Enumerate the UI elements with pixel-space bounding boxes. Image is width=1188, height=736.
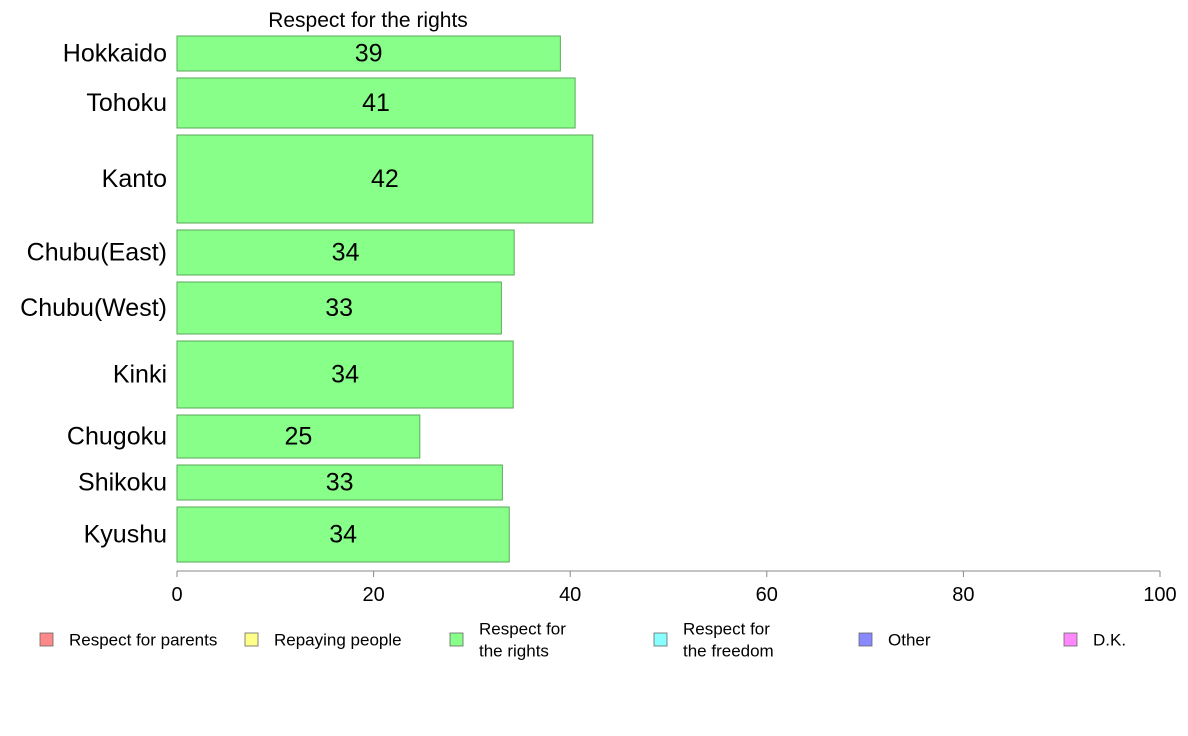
bars-group: Hokkaido 39 Tohoku 41 Kanto 42 Chubu(East) 34 Ch…: [20, 35, 594, 563]
legend-swatch: [244, 632, 259, 647]
legend-label: the rights: [479, 642, 549, 661]
legend-label: Repaying people: [274, 631, 402, 650]
bar-hokkaido: [176, 35, 561, 72]
x-tick-label: 20: [362, 584, 384, 606]
value-label: 34: [331, 361, 359, 389]
x-axis: 0 20 40 60 80 100: [171, 570, 1177, 606]
bar-chugoku: [176, 414, 421, 459]
value-label: 34: [332, 239, 360, 267]
category-label: Hokkaido: [63, 40, 167, 68]
legend-label: Respect for: [479, 620, 566, 639]
x-tick-label: 0: [171, 584, 182, 606]
bar-kyushu: [176, 506, 510, 563]
x-tick-label: 80: [952, 584, 974, 606]
category-label: Shikoku: [78, 469, 167, 497]
category-label: Tohoku: [86, 89, 167, 117]
x-tick-label: 60: [756, 584, 778, 606]
category-label: Kyushu: [84, 521, 167, 549]
legend-swatch: [653, 632, 668, 647]
category-label: Chubu(East): [27, 239, 167, 267]
value-label: 42: [371, 165, 399, 193]
bar-kinki: [176, 340, 514, 409]
legend-swatch: [1063, 632, 1078, 647]
chart-title: Respect for the rights: [268, 9, 468, 32]
bar-kanto: [176, 134, 594, 224]
x-tick-label: 100: [1143, 584, 1176, 606]
bar-chubu-east: [176, 229, 515, 276]
value-label: 33: [325, 294, 353, 322]
category-label: Kanto: [102, 165, 167, 193]
value-label: 39: [355, 40, 383, 68]
x-tick-label: 40: [559, 584, 581, 606]
value-label: 34: [329, 521, 357, 549]
category-label: Chubu(West): [20, 294, 167, 322]
bar-shikoku: [176, 464, 503, 501]
legend-swatch: [39, 632, 54, 647]
legend-label: Respect for parents: [69, 631, 217, 650]
legend-label: Other: [888, 631, 931, 650]
category-label: Kinki: [113, 361, 167, 389]
legend-swatch: [858, 632, 873, 647]
bar-tohoku: [176, 77, 576, 129]
legend-label: D.K.: [1093, 631, 1126, 650]
value-label: 25: [284, 423, 312, 451]
legend: Respect for parents Repaying people Respec…: [39, 620, 1126, 661]
value-label: 41: [362, 89, 390, 117]
value-label: 33: [326, 469, 354, 497]
legend-label: the freedom: [683, 642, 774, 661]
category-label: Chugoku: [67, 423, 167, 451]
legend-label: Respect for: [683, 620, 770, 639]
legend-swatch: [449, 632, 464, 647]
bar-chubu-west: [176, 281, 502, 335]
